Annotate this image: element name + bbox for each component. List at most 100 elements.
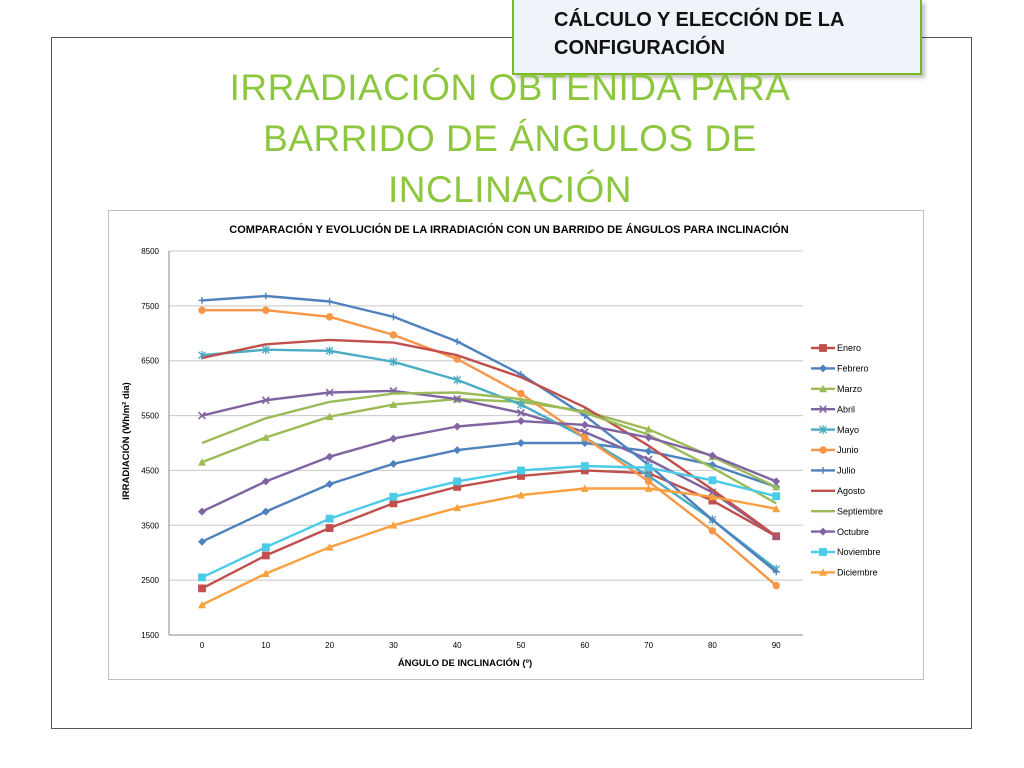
y-tick-label: 7500 bbox=[141, 302, 159, 311]
legend-label-diciembre: Diciembre bbox=[837, 568, 878, 578]
x-tick-label: 40 bbox=[453, 641, 462, 650]
legend-label-junio: Junio bbox=[837, 445, 859, 455]
legend-entry-marzo: Marzo bbox=[811, 384, 862, 394]
legend-marker-diciembre bbox=[819, 568, 827, 576]
data-point-julio bbox=[390, 313, 397, 321]
data-point-junio bbox=[262, 306, 270, 314]
legend-label-agosto: Agosto bbox=[837, 486, 865, 496]
legend-label-abril: Abril bbox=[837, 404, 855, 414]
series-line-marzo bbox=[201, 397, 777, 488]
series-noviembre bbox=[198, 462, 781, 582]
data-point-octubre bbox=[261, 477, 270, 486]
section-header-box: CÁLCULO Y ELECCIÓN DE LA CONFIGURACIÓN bbox=[512, 0, 922, 75]
data-point-febrero bbox=[580, 439, 589, 447]
data-point-octubre bbox=[198, 507, 206, 516]
series-line-enero bbox=[201, 469, 777, 590]
data-point-febrero bbox=[325, 480, 334, 489]
data-point-mayo bbox=[325, 346, 334, 356]
data-point-abril bbox=[261, 396, 270, 405]
y-tick-label: 3500 bbox=[141, 521, 159, 530]
chart-title: COMPARACIÓN Y EVOLUCIÓN DE LA IRRADIACIÓ… bbox=[229, 223, 788, 236]
data-point-diciembre bbox=[772, 504, 781, 513]
data-point-octubre bbox=[389, 434, 398, 443]
data-point-noviembre bbox=[708, 476, 717, 485]
section-header-line-1: CÁLCULO Y ELECCIÓN DE LA bbox=[554, 9, 845, 31]
data-point-febrero bbox=[517, 439, 525, 447]
legend-entry-enero: Enero bbox=[811, 343, 861, 353]
series-julio bbox=[198, 292, 780, 576]
section-header-line-2: CONFIGURACIÓN bbox=[554, 37, 726, 59]
y-axis-title: IRRADIACIÓN (Wh/m² dia) bbox=[120, 382, 132, 500]
data-point-febrero bbox=[389, 459, 398, 468]
data-point-junio bbox=[581, 433, 589, 442]
data-point-enero bbox=[261, 551, 270, 560]
data-point-marzo bbox=[325, 412, 334, 421]
series-line-mayo bbox=[201, 348, 777, 571]
legend: Enero Febrero Marzo Abril Mayo Junio Julio Agos… bbox=[811, 343, 883, 578]
data-point-abril bbox=[517, 408, 525, 417]
data-point-julio bbox=[198, 296, 206, 304]
data-point-noviembre bbox=[517, 466, 525, 475]
data-point-julio bbox=[453, 338, 461, 345]
legend-label-mayo: Mayo bbox=[837, 425, 859, 435]
y-tick-label: 1500 bbox=[141, 631, 159, 640]
x-tick-label: 10 bbox=[261, 641, 270, 650]
data-point-diciembre bbox=[325, 543, 334, 551]
y-tick-label: 4500 bbox=[141, 466, 159, 475]
data-point-febrero bbox=[644, 447, 653, 456]
data-point-diciembre bbox=[644, 484, 653, 492]
data-point-noviembre bbox=[772, 492, 781, 501]
series-lines bbox=[198, 292, 781, 609]
slide-title-line-3: INCLINACIÓN bbox=[388, 169, 632, 210]
legend-label-julio: Julio bbox=[837, 466, 856, 476]
data-point-marzo bbox=[261, 433, 270, 441]
x-tick-label: 30 bbox=[389, 641, 398, 650]
legend-marker-enero bbox=[819, 344, 827, 352]
y-tick-label: 6500 bbox=[141, 357, 159, 366]
data-point-diciembre bbox=[198, 600, 206, 609]
data-point-enero bbox=[389, 499, 398, 508]
data-point-enero bbox=[325, 524, 334, 532]
y-tick-label: 8500 bbox=[141, 247, 159, 256]
data-point-julio bbox=[262, 292, 270, 300]
data-point-octubre bbox=[708, 451, 717, 460]
legend-entry-mayo: Mayo bbox=[811, 425, 859, 435]
data-point-diciembre bbox=[708, 492, 717, 501]
data-point-diciembre bbox=[389, 521, 398, 529]
data-point-febrero bbox=[708, 460, 717, 469]
y-tick-label: 5500 bbox=[141, 412, 159, 421]
data-point-diciembre bbox=[517, 491, 525, 499]
x-tick-label: 70 bbox=[644, 641, 653, 650]
legend-label-noviembre: Noviembre bbox=[837, 547, 881, 557]
x-tick-label: 0 bbox=[200, 641, 205, 650]
data-point-marzo bbox=[772, 482, 781, 491]
data-point-junio bbox=[772, 581, 780, 590]
data-point-noviembre bbox=[261, 543, 270, 552]
data-point-octubre bbox=[453, 422, 462, 431]
series-enero bbox=[198, 466, 781, 593]
data-point-marzo bbox=[644, 425, 653, 433]
data-point-febrero bbox=[453, 446, 462, 455]
data-point-diciembre bbox=[580, 484, 589, 492]
data-point-abril bbox=[453, 395, 462, 404]
slide-title-line-1: IRRADIACIÓN OBTENIDA PARA bbox=[229, 67, 791, 108]
data-point-abril bbox=[198, 411, 206, 420]
data-point-diciembre bbox=[453, 503, 462, 512]
series-line-julio bbox=[201, 294, 777, 573]
data-point-julio bbox=[326, 298, 333, 305]
data-point-febrero bbox=[261, 507, 270, 516]
axes: 1500 2500 3500 4500 5500 6500 7500 8500 0 10 20 30 4… bbox=[141, 247, 803, 650]
data-point-mayo bbox=[453, 375, 462, 385]
legend-entry-agosto: Agosto bbox=[811, 486, 865, 496]
data-point-junio bbox=[389, 331, 398, 339]
data-point-noviembre bbox=[580, 462, 589, 470]
series-agosto bbox=[201, 338, 777, 538]
series-febrero bbox=[198, 439, 781, 546]
legend-marker-febrero bbox=[819, 364, 827, 373]
series-line-octubre bbox=[201, 419, 777, 513]
legend-marker-julio bbox=[819, 467, 827, 474]
legend-label-octubre: Octubre bbox=[837, 527, 869, 537]
line-chart: COMPARACIÓN Y EVOLUCIÓN DE LA IRRADIACIÓ… bbox=[120, 223, 883, 669]
series-line-agosto bbox=[201, 338, 777, 538]
data-point-junio bbox=[517, 389, 525, 398]
